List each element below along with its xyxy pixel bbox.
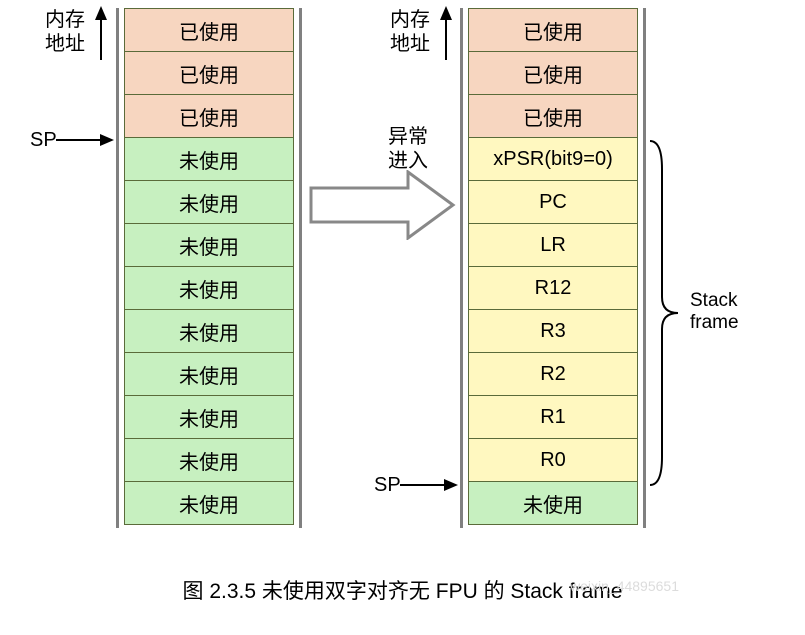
stack-cell: 未使用 [124, 137, 294, 181]
cell-container: 已使用已使用已使用xPSR(bit9=0)PCLRR12R3R2R1R0未使用 [468, 8, 638, 525]
rail [116, 8, 119, 528]
stack-cell: R2 [468, 352, 638, 396]
up-arrow-icon [435, 6, 457, 62]
diagram: 内存 地址 SP 已使用已使用已使用未使用未使用未使用未使用未使用未使用未使用未… [0, 0, 805, 635]
stack-cell: 未使用 [124, 180, 294, 224]
cell-container: 已使用已使用已使用未使用未使用未使用未使用未使用未使用未使用未使用未使用 [124, 8, 294, 525]
stack-cell: PC [468, 180, 638, 224]
label-text: SP [30, 129, 57, 151]
stack-cell: 未使用 [124, 395, 294, 439]
stack-cell: 已使用 [124, 94, 294, 138]
stack-cell: R0 [468, 438, 638, 482]
label-text: SP [374, 474, 401, 496]
caption-text: 图 2.3.5 未使用双字对齐无 FPU 的 Stack frame [183, 580, 623, 603]
rail [460, 8, 463, 528]
sp-arrow-icon [400, 475, 460, 495]
label-line: 地址 [45, 33, 85, 55]
brace-icon [648, 139, 682, 487]
big-arrow-icon [308, 170, 458, 240]
label-line: 进入 [388, 150, 428, 172]
watermark: weixin_44895651 [570, 578, 679, 594]
stack-cell: R3 [468, 309, 638, 353]
stack-cell: R1 [468, 395, 638, 439]
stack-cell: 未使用 [124, 481, 294, 525]
label-line: Stack [690, 290, 738, 311]
label-line: 内存 [390, 9, 430, 31]
stack-cell: 未使用 [124, 223, 294, 267]
up-arrow-icon [90, 6, 112, 62]
stack-cell: 已使用 [124, 8, 294, 52]
stack-cell: 未使用 [124, 309, 294, 353]
memory-address-label-right: 内存 地址 [390, 8, 430, 56]
stack-cell: 已使用 [468, 94, 638, 138]
label-line: 地址 [390, 33, 430, 55]
memory-address-label-left: 内存 地址 [45, 8, 85, 56]
stack-cell: xPSR(bit9=0) [468, 137, 638, 181]
stack-cell: LR [468, 223, 638, 267]
left-stack: 已使用已使用已使用未使用未使用未使用未使用未使用未使用未使用未使用未使用 [124, 8, 294, 525]
watermark-text: weixin_44895651 [570, 578, 679, 594]
label-line: 内存 [45, 9, 85, 31]
stack-cell: 未使用 [124, 352, 294, 396]
rail [299, 8, 302, 528]
stack-cell: 未使用 [124, 438, 294, 482]
sp-arrow-icon [56, 130, 116, 150]
sp-label-right: SP [374, 474, 401, 497]
figure-caption: 图 2.3.5 未使用双字对齐无 FPU 的 Stack frame [0, 575, 805, 605]
stack-cell: 已使用 [468, 51, 638, 95]
rail [643, 8, 646, 528]
stack-cell: 已使用 [124, 51, 294, 95]
stack-cell: 未使用 [124, 266, 294, 310]
exception-entry-label: 异常 进入 [388, 125, 428, 173]
right-stack: 已使用已使用已使用xPSR(bit9=0)PCLRR12R3R2R1R0未使用 [468, 8, 638, 525]
label-line: 异常 [388, 126, 428, 148]
stack-cell: 已使用 [468, 8, 638, 52]
sp-label-left: SP [30, 129, 57, 152]
stack-cell: R12 [468, 266, 638, 310]
label-line: frame [690, 312, 739, 333]
stack-cell: 未使用 [468, 481, 638, 525]
stack-frame-label: Stack frame [690, 290, 739, 334]
